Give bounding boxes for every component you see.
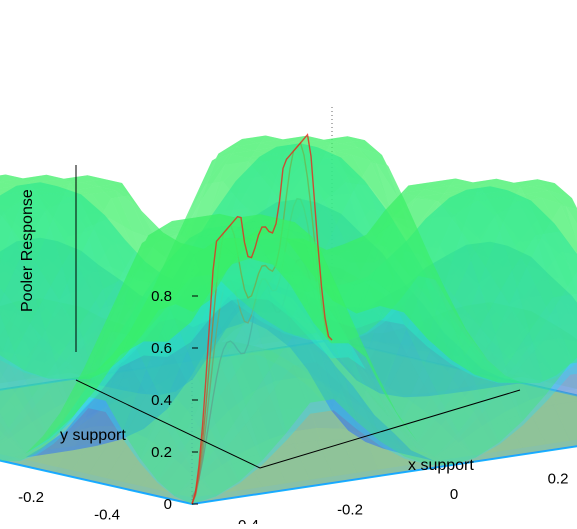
z-axis-label: Pooler Response	[19, 189, 36, 312]
z-tick-label: 0.8	[151, 288, 172, 305]
surface-layers	[0, 106, 577, 504]
x-axis-label: x support	[408, 457, 474, 474]
z-tick-label: 0	[164, 496, 172, 513]
x-tick-label: 0	[450, 486, 458, 503]
z-tick-label: 0.4	[151, 392, 172, 409]
y-axis-label: y support	[60, 427, 126, 444]
x-tick-label: -0.2	[337, 502, 363, 519]
z-tick-label: 0.2	[151, 444, 172, 461]
x-tick-label: 0.2	[548, 470, 569, 487]
z-tick-label: 0.6	[151, 340, 172, 357]
y-tick-label: -0.4	[94, 506, 120, 523]
y-tick-label: -0.2	[18, 489, 44, 506]
x-tick-label: -0.4	[233, 517, 259, 524]
